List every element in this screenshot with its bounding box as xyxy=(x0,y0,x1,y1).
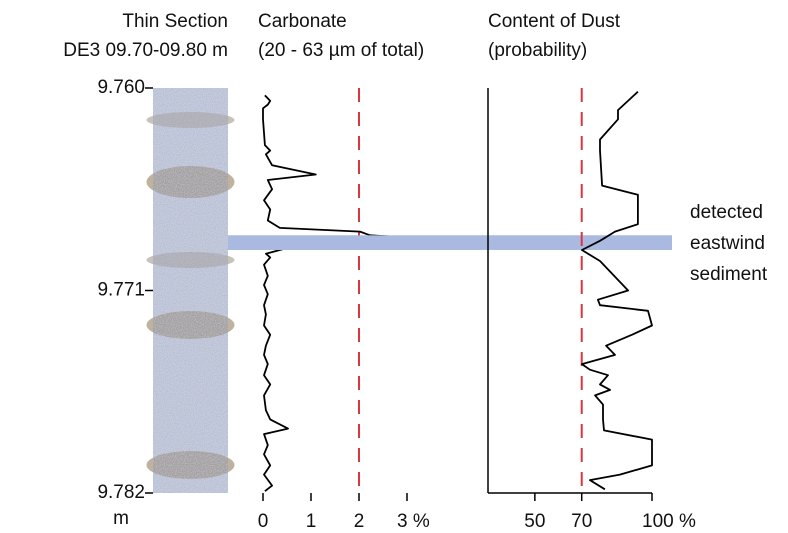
x-tick-label: 70 xyxy=(571,511,592,532)
y-tick-label: 9.760 xyxy=(97,77,145,98)
x-tick-label: 3 % xyxy=(397,511,430,532)
panel-title: (probability) xyxy=(488,40,587,61)
grain-texture xyxy=(153,88,228,493)
x-tick-label: 1 xyxy=(306,511,317,532)
profile-line xyxy=(262,94,433,492)
highlight-band xyxy=(228,235,672,250)
x-tick-label: 0 xyxy=(258,511,269,532)
panel-title: Carbonate xyxy=(258,11,347,32)
annotation: eastwind xyxy=(690,233,765,254)
profile-line xyxy=(581,91,653,491)
y-tick-label: 9.771 xyxy=(97,280,145,301)
panel-title: Content of Dust xyxy=(488,11,621,32)
x-tick-label: 2 xyxy=(354,511,365,532)
y-axis-unit: m xyxy=(113,508,129,529)
x-tick-label: 50 xyxy=(524,511,545,532)
annotation: sediment xyxy=(690,264,768,285)
y-tick-label: 9.782 xyxy=(97,482,145,503)
x-tick-label: 100 % xyxy=(642,511,696,532)
panel-title: Thin Section xyxy=(122,11,228,32)
panel-title: DE3 09.70-09.80 m xyxy=(63,40,228,61)
panel-title: (20 - 63 µm of total) xyxy=(258,40,424,61)
annotation: detected xyxy=(690,202,763,223)
